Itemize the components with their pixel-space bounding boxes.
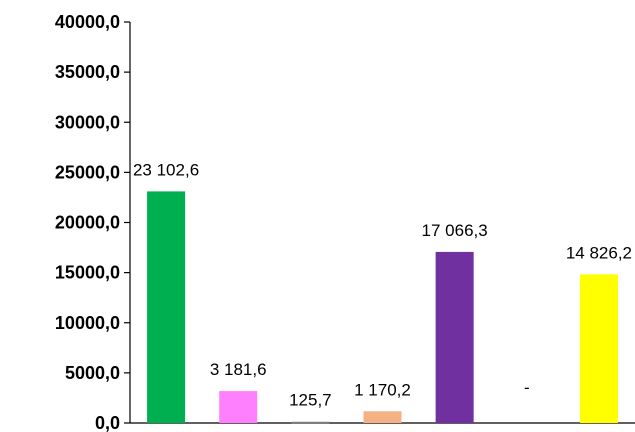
y-tick-label: 15000,0 [55, 263, 120, 283]
bar-data-label: 23 102,6 [133, 160, 199, 179]
bar [291, 421, 330, 424]
data-labels: 23 102,6 3 181,6 125,7 1 170,2 17 066,3 - 14 8… [133, 160, 632, 409]
bars [147, 191, 618, 424]
y-tick-label: 5000,0 [65, 363, 120, 383]
y-tick-label: 35000,0 [55, 62, 120, 82]
y-tick-label: 40000,0 [55, 12, 120, 32]
y-tick-label: 20000,0 [55, 213, 120, 233]
bar-data-label: 1 170,2 [354, 380, 411, 399]
y-tick-label: 10000,0 [55, 313, 120, 333]
bar-data-label: 14 826,2 [566, 243, 632, 262]
bar-data-label: - [524, 378, 530, 397]
bar-data-label: 3 181,6 [210, 360, 267, 379]
y-tick-label: 25000,0 [55, 162, 120, 182]
bar [579, 274, 618, 423]
y-tick-label: 30000,0 [55, 112, 120, 132]
bar [435, 251, 474, 423]
bar [219, 391, 258, 423]
bar-data-label: 17 066,3 [422, 221, 488, 240]
bar-data-label: 125,7 [289, 391, 332, 410]
y-tick-label: 0,0 [95, 413, 120, 432]
y-axis: 0,0 5000,0 10000,0 15000,0 20000,0 25000,0 300… [55, 12, 635, 432]
bar [363, 411, 402, 423]
bar [147, 191, 186, 423]
